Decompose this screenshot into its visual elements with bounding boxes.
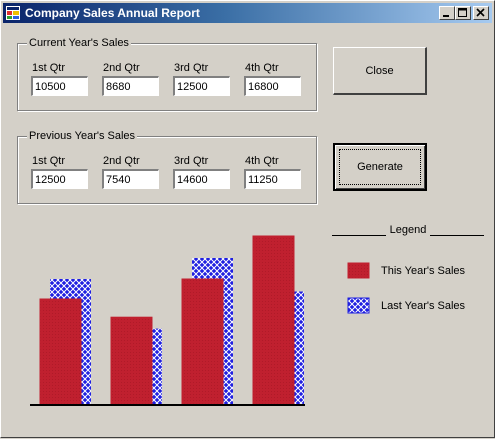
bar-this-year-3 — [181, 278, 224, 405]
previous-q4-label: 4th Qtr — [245, 155, 279, 167]
current-q4-label: 4th Qtr — [245, 62, 279, 74]
current-q2-input[interactable] — [102, 76, 159, 96]
close-icon — [476, 8, 485, 17]
previous-q2-label: 2nd Qtr — [103, 155, 140, 167]
current-sales-group: Current Year's Sales — [17, 36, 317, 111]
maximize-icon — [458, 8, 467, 17]
current-q1-input[interactable] — [31, 76, 88, 96]
current-sales-group-label: Current Year's Sales — [27, 36, 131, 50]
minimize-button[interactable] — [439, 6, 455, 20]
previous-sales-group-label: Previous Year's Sales — [27, 129, 138, 143]
current-q4-input[interactable] — [244, 76, 301, 96]
legend-swatch-last-year — [347, 297, 370, 314]
legend-swatch-this-year — [347, 262, 370, 279]
previous-q3-label: 3rd Qtr — [174, 155, 209, 167]
previous-sales-group: Previous Year's Sales — [17, 129, 317, 204]
generate-button[interactable]: Generate — [333, 143, 427, 191]
current-q1-label: 1st Qtr — [32, 62, 66, 74]
close-button[interactable]: Close — [333, 47, 427, 95]
generate-button-label: Generate — [357, 161, 403, 173]
bar-this-year-4 — [252, 235, 295, 405]
close-button-label: Close — [365, 64, 394, 77]
legend-label-last-year: Last Year's Sales — [381, 300, 466, 312]
title-bar[interactable]: Company Sales Annual Report — [3, 3, 492, 23]
bar-this-year-2 — [110, 316, 153, 405]
current-q3-label: 3rd Qtr — [174, 62, 209, 74]
maximize-button[interactable] — [455, 6, 471, 20]
bar-this-year-1 — [39, 298, 82, 405]
app-icon — [6, 6, 20, 20]
legend-label-this-year: This Year's Sales — [381, 265, 466, 277]
legend-rule-right — [430, 235, 484, 236]
previous-q4-input[interactable] — [244, 169, 301, 189]
previous-q2-input[interactable] — [102, 169, 159, 189]
current-q3-input[interactable] — [173, 76, 230, 96]
window-title: Company Sales Annual Report — [25, 6, 200, 20]
focus-rect — [339, 149, 421, 185]
previous-q1-label: 1st Qtr — [32, 155, 66, 167]
this-year-bars — [39, 235, 295, 405]
previous-q1-input[interactable] — [31, 169, 88, 189]
close-window-button[interactable] — [473, 6, 489, 20]
legend-rule-left — [332, 235, 386, 236]
legend-title: Legend — [389, 224, 427, 236]
previous-q3-input[interactable] — [173, 169, 230, 189]
minimize-icon — [443, 15, 449, 17]
current-q2-label: 2nd Qtr — [103, 62, 140, 74]
